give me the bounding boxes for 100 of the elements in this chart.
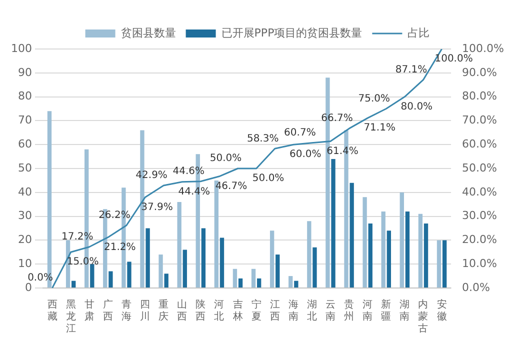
x-tick-label: 江西 bbox=[270, 298, 280, 323]
x-tick-label: 甘肃 bbox=[84, 298, 94, 323]
bar bbox=[256, 278, 262, 288]
y-tick-label: 30 bbox=[18, 209, 32, 222]
data-label: 71.1% bbox=[364, 122, 396, 134]
x-tick-label: 安徽 bbox=[436, 298, 447, 323]
data-label: 58.3% bbox=[246, 133, 279, 144]
x-tick-label: 贵州 bbox=[344, 298, 354, 323]
data-label: 75.0% bbox=[358, 93, 390, 104]
bar bbox=[158, 254, 163, 288]
x-tick-label: 宁夏 bbox=[251, 298, 262, 323]
x-tick-label: 黑龙江 bbox=[66, 300, 76, 335]
x-tick-label: 陕西 bbox=[196, 298, 206, 323]
x-tick-label: 山西 bbox=[177, 298, 188, 323]
data-label: 44.6% bbox=[172, 166, 205, 177]
bar bbox=[307, 221, 312, 288]
bar bbox=[331, 158, 336, 288]
bar bbox=[72, 280, 76, 288]
bar bbox=[127, 262, 132, 288]
y2-tick-label: 10.0% bbox=[462, 256, 498, 270]
bar bbox=[220, 238, 224, 288]
y-tick-label: 40 bbox=[18, 185, 32, 198]
data-label: 80.0% bbox=[400, 101, 433, 112]
bar bbox=[350, 182, 354, 288]
y2-tick-label: 100.0% bbox=[462, 42, 504, 55]
bar bbox=[381, 212, 386, 288]
bar bbox=[294, 280, 298, 288]
bar bbox=[362, 197, 367, 288]
bar bbox=[146, 228, 150, 288]
bar bbox=[238, 278, 243, 288]
legend-label: 占比 bbox=[408, 26, 430, 40]
x-tick-label: 海南 bbox=[288, 298, 298, 323]
y-tick-label: 70 bbox=[18, 114, 32, 127]
data-label: 50.0% bbox=[252, 173, 284, 184]
data-label: 17.2% bbox=[61, 231, 94, 242]
x-tick-label: 吉林 bbox=[232, 298, 243, 323]
bar bbox=[312, 247, 317, 288]
bar bbox=[405, 212, 410, 288]
y-tick-label: 50 bbox=[18, 161, 32, 174]
data-label: 61.4% bbox=[326, 146, 358, 157]
bar bbox=[164, 274, 168, 288]
data-label: 21.2% bbox=[104, 242, 136, 253]
y2-tick-label: 70.0% bbox=[462, 114, 498, 127]
bar bbox=[276, 254, 280, 288]
data-label: 60.7% bbox=[284, 128, 316, 139]
y-tick-label: 60 bbox=[18, 137, 32, 150]
data-label: 66.7% bbox=[321, 113, 353, 124]
y-tick-label: 10 bbox=[18, 256, 32, 270]
bar bbox=[232, 268, 238, 288]
y2-tick-label: 20.0% bbox=[462, 233, 498, 246]
y2-tick-label: 60.0% bbox=[462, 137, 498, 150]
bar bbox=[368, 223, 372, 288]
x-tick-label: 河北 bbox=[214, 298, 224, 323]
y2-tick-label: 30.0% bbox=[462, 209, 498, 222]
x-tick-label: 新疆 bbox=[381, 298, 392, 323]
x-tick-label: 内蒙古 bbox=[418, 298, 428, 335]
y-tick-label: 80 bbox=[18, 90, 32, 103]
y2-tick-label: 90.0% bbox=[462, 66, 498, 79]
x-tick-label: 重庆 bbox=[158, 298, 169, 323]
bar bbox=[442, 240, 447, 288]
x-tick-label: 河南 bbox=[362, 298, 373, 323]
x-tick-label: 湖南 bbox=[400, 298, 410, 323]
y2-tick-label: 40.0% bbox=[462, 185, 498, 198]
bar bbox=[90, 264, 94, 288]
y-tick-label: 100 bbox=[10, 42, 32, 55]
x-tick-label: 四川 bbox=[140, 300, 150, 323]
data-label: 100.0% bbox=[434, 54, 473, 65]
bar bbox=[288, 276, 293, 288]
x-tick-label: 云南 bbox=[325, 300, 336, 323]
data-label: 37.9% bbox=[141, 202, 173, 214]
x-tick-label: 青海 bbox=[121, 298, 132, 323]
data-label: 15.0% bbox=[66, 256, 99, 268]
bar bbox=[386, 230, 392, 288]
y2-tick-label: 0.0% bbox=[462, 280, 490, 294]
data-label: 50.0% bbox=[210, 153, 242, 164]
y2-tick-label: 80.0% bbox=[462, 90, 498, 103]
bar bbox=[270, 230, 274, 288]
legend-label: 贫困县数量 bbox=[120, 26, 176, 40]
bar bbox=[424, 223, 428, 288]
bar bbox=[182, 250, 187, 288]
legend-label: 已开展PPP项目的贫困县数量 bbox=[221, 26, 362, 40]
data-label: 46.7% bbox=[215, 180, 248, 192]
data-label: 87.1% bbox=[395, 64, 428, 76]
bar bbox=[436, 240, 442, 288]
bar bbox=[400, 192, 404, 288]
x-tick-label: 湖北 bbox=[306, 298, 317, 323]
bar bbox=[201, 228, 206, 288]
y2-tick-label: 50.0% bbox=[462, 161, 498, 174]
y-tick-label: 90 bbox=[18, 66, 32, 79]
y-tick-label: 20 bbox=[18, 233, 32, 246]
bar bbox=[108, 271, 113, 288]
bar bbox=[177, 202, 182, 288]
data-label: 60.0% bbox=[290, 149, 322, 160]
bar bbox=[251, 268, 256, 288]
data-label: 42.9% bbox=[136, 170, 168, 182]
x-tick-label: 广西 bbox=[102, 298, 113, 323]
bar bbox=[418, 214, 423, 288]
x-tick-label: 西藏 bbox=[47, 300, 58, 323]
data-label: 26.2% bbox=[98, 210, 130, 221]
data-label: 44.4% bbox=[178, 186, 210, 198]
